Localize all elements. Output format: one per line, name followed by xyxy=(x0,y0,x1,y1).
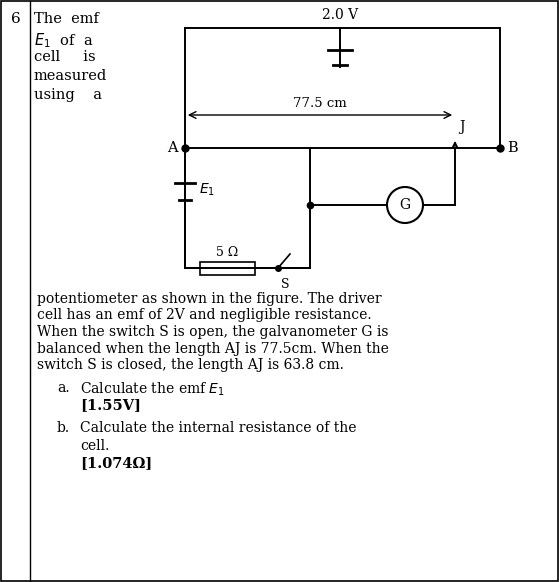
Text: b.: b. xyxy=(57,421,70,435)
Text: 2.0 V: 2.0 V xyxy=(322,8,358,22)
Text: [1.074Ω]: [1.074Ω] xyxy=(80,456,152,470)
Text: $E_1$: $E_1$ xyxy=(199,182,215,198)
Text: measured: measured xyxy=(34,69,107,83)
Text: 5 Ω: 5 Ω xyxy=(216,246,239,258)
Text: cell.: cell. xyxy=(80,438,110,452)
Text: S: S xyxy=(281,278,290,291)
Text: 77.5 cm: 77.5 cm xyxy=(293,97,347,110)
Text: The  emf: The emf xyxy=(34,12,99,26)
Text: Calculate the internal resistance of the: Calculate the internal resistance of the xyxy=(80,421,357,435)
Text: potentiometer as shown in the figure. The driver: potentiometer as shown in the figure. Th… xyxy=(37,292,382,306)
Text: When the switch S is open, the galvanometer G is: When the switch S is open, the galvanome… xyxy=(37,325,389,339)
Text: $E_1$  of  a: $E_1$ of a xyxy=(34,31,93,49)
Text: J: J xyxy=(459,120,465,134)
Text: using    a: using a xyxy=(34,88,102,102)
Text: cell has an emf of 2V and negligible resistance.: cell has an emf of 2V and negligible res… xyxy=(37,308,372,322)
Text: A: A xyxy=(167,141,178,155)
Text: cell     is: cell is xyxy=(34,50,96,64)
Text: B: B xyxy=(507,141,518,155)
Circle shape xyxy=(387,187,423,223)
Text: balanced when the length AJ is 77.5cm. When the: balanced when the length AJ is 77.5cm. W… xyxy=(37,342,389,356)
Text: 6: 6 xyxy=(11,12,21,26)
Bar xyxy=(200,261,255,275)
Text: G: G xyxy=(400,198,410,212)
Text: a.: a. xyxy=(57,381,70,395)
Text: switch S is closed, the length AJ is 63.8 cm.: switch S is closed, the length AJ is 63.… xyxy=(37,358,344,372)
Text: [1.55V]: [1.55V] xyxy=(80,399,141,413)
Text: Calculate the emf $E_1$: Calculate the emf $E_1$ xyxy=(80,381,225,398)
